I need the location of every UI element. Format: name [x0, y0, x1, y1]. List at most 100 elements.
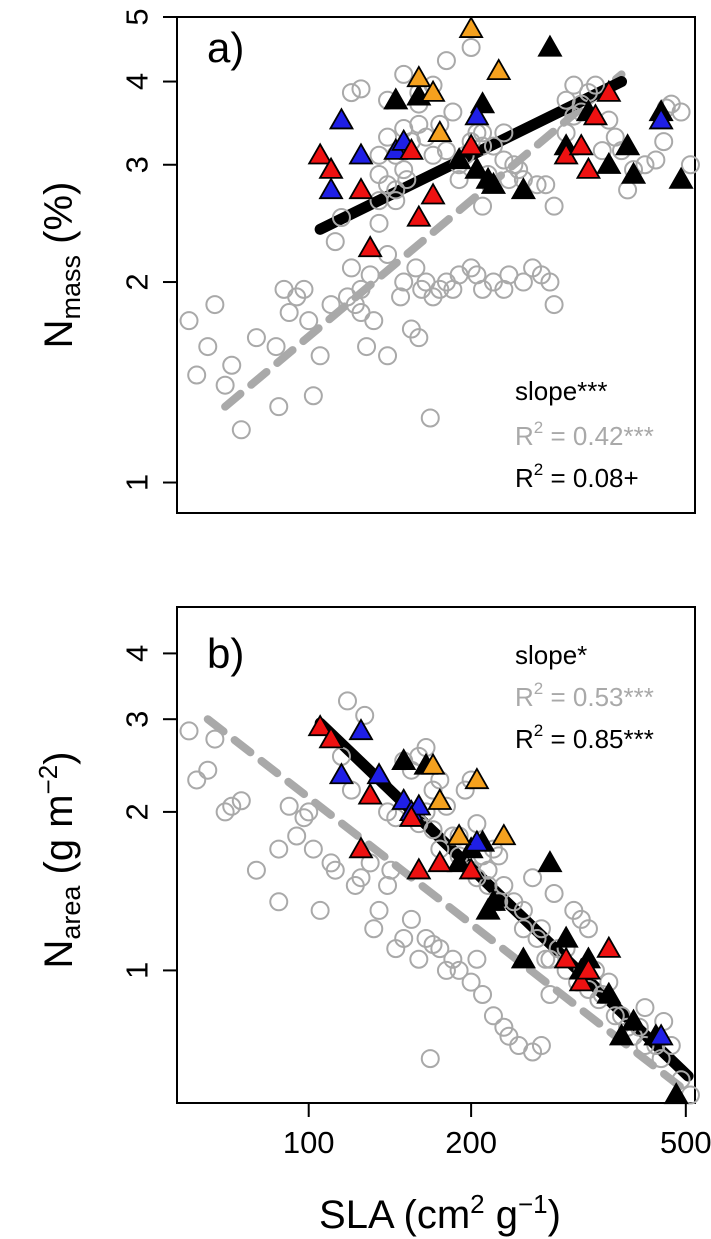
- panel-a-point-triangle-black: [383, 87, 409, 110]
- panel-a-point-circle: [397, 170, 417, 190]
- panel-b-point-triangle-red: [307, 714, 333, 737]
- panel-a-point-circle: [391, 287, 411, 307]
- x-title-main: SLA (cm: [319, 1193, 470, 1237]
- panel-a-point-triangle-red: [582, 103, 608, 126]
- panel-a-y-tick-label: 3: [120, 156, 155, 173]
- panel-b-point-circle: [279, 796, 299, 816]
- panel-b-point-circle: [269, 892, 289, 912]
- panel-b-point-triangle-red: [398, 804, 424, 827]
- panel-b-fit-grey: [203, 715, 686, 1092]
- panel-b-point-triangle-black: [608, 1023, 635, 1046]
- x-tick-label: 100: [283, 1125, 335, 1160]
- panel-a-point-circle: [409, 328, 429, 348]
- panel-b-point-circle: [513, 919, 533, 939]
- panel-a-y-tick-label: 1: [120, 474, 155, 491]
- panel-b-point-circle: [310, 900, 330, 920]
- x-title-exp1: 2: [470, 1189, 484, 1219]
- panel-a-point-circle: [341, 258, 361, 278]
- panel-a-point-circle: [423, 145, 443, 165]
- panel-b-r2-grey-exp: 2: [534, 679, 543, 698]
- panel-a-point-triangle-blue: [318, 177, 344, 200]
- panel-a-point-triangle-red: [420, 182, 446, 205]
- panel-a-point-triangle-blue: [348, 142, 374, 165]
- panel-a-point-circle: [513, 272, 533, 292]
- panel-b-point-circle: [179, 721, 199, 741]
- panel-b-point-triangle-blue: [648, 1023, 674, 1046]
- panel-b-point-circle: [423, 820, 443, 840]
- panel-b-point-circle: [478, 875, 498, 895]
- panel-a-y-tick-label: 5: [120, 8, 155, 25]
- panel-b-point-triangle-black: [391, 748, 417, 771]
- panel-b-r2-black-value: = 0.85***: [543, 724, 654, 754]
- panel-b-point-triangle-orange: [464, 767, 490, 790]
- panel-a-frame: [176, 16, 696, 514]
- panel-b-point-circle: [294, 808, 314, 828]
- panel-a-point-circle: [483, 136, 503, 156]
- panel-a-point-circle: [436, 272, 456, 292]
- panel-a-point-circle: [341, 83, 361, 103]
- panel-b-point-circle: [394, 928, 414, 948]
- panel-b-r2-grey: R2 = 0.53***: [515, 679, 654, 712]
- panel-b-point-circle: [443, 949, 463, 969]
- panel-a-point-circle: [406, 258, 426, 278]
- panel-a-point-circle: [394, 272, 414, 292]
- panel-a-stats: slope*** R2 = 0.42*** R2 = 0.08+: [515, 376, 654, 493]
- panel-a-y-title-sub: mass: [56, 255, 86, 320]
- panel-a-y-title-main: N: [37, 319, 81, 348]
- panel-a-point-triangle-red: [307, 142, 333, 165]
- panel-a-point-triangle-orange: [486, 58, 512, 81]
- panel-b-r2-black-prefix: R: [515, 724, 534, 754]
- panel-a-point-circle: [461, 37, 481, 57]
- panel-b-point-circle: [351, 868, 371, 888]
- panel-b-y-tick-label: 2: [120, 803, 155, 820]
- panel-a-y-axis: 1 2 3 4 5: [120, 8, 177, 491]
- panel-b-point-circle: [455, 780, 475, 800]
- panel-b-point-triangle-red: [348, 836, 374, 859]
- panel-b-stats: slope* R2 = 0.53*** R2 = 0.85***: [515, 640, 654, 754]
- panel-a-point-circle: [394, 64, 414, 84]
- panel-a-point-triangle-blue: [464, 103, 490, 126]
- panel-b-y-tick-label: 1: [120, 962, 155, 979]
- panel-a-point-triangle-orange: [420, 79, 446, 102]
- panel-a-r2-black-exp: 2: [534, 460, 543, 479]
- panel-b-point-circle: [523, 868, 543, 888]
- panel-a-point-circle: [449, 170, 469, 190]
- panel-b-point-circle: [246, 860, 266, 880]
- panel-a-point-triangle-red: [318, 156, 344, 179]
- panel-a-point-circle: [351, 279, 371, 299]
- panel-b-point-circle: [325, 860, 345, 880]
- panel-a-point-circle: [357, 337, 377, 357]
- panel-b-point-circle: [436, 960, 456, 980]
- panel-b-point-circle: [355, 705, 375, 725]
- panel-a-point-circle: [198, 337, 218, 357]
- panel-a-y-axis-title: Nmass (%): [37, 182, 86, 349]
- panel-b-point-circle: [635, 998, 655, 1018]
- panel-b-point-circle: [231, 791, 251, 811]
- x-axis: 100 200 500: [283, 1103, 711, 1160]
- panel-b-fit-lines: [203, 715, 694, 1092]
- panel-b-point-triangle-black: [553, 925, 579, 948]
- panel-b-point-triangle-red: [568, 969, 594, 992]
- panel-b-point-circle: [661, 1036, 681, 1056]
- panel-b-r2-black-exp: 2: [534, 721, 543, 740]
- panel-b-y-title-sub: area: [56, 885, 86, 940]
- panel-b-point-circle: [222, 796, 242, 816]
- panel-b-point-circle: [287, 826, 307, 846]
- panel-a-point-circle: [436, 51, 456, 71]
- x-title-exp2: −1: [518, 1189, 548, 1219]
- panel-b-point-triangle-blue: [366, 762, 392, 785]
- panel-b-y-axis-title: Narea (g m−2): [33, 751, 86, 968]
- panel-b-point-triangle-orange: [427, 787, 453, 810]
- panel-b-y-axis: 1 2 3 4: [120, 645, 177, 979]
- panel-a-point-circle: [420, 408, 440, 428]
- panel-b-point-circle: [420, 1049, 440, 1069]
- panel-a-point-circle: [618, 180, 638, 200]
- panel-a-point-triangle-black: [446, 147, 472, 170]
- panel-b-point-triangle-black: [596, 981, 622, 1004]
- panel-b-point-circle: [215, 802, 235, 822]
- panel-a-point-circle: [274, 279, 294, 299]
- panel-a-point-circle: [499, 170, 519, 190]
- panel-b-point-triangle-red: [553, 946, 579, 969]
- panel-b-point-circle: [467, 814, 487, 834]
